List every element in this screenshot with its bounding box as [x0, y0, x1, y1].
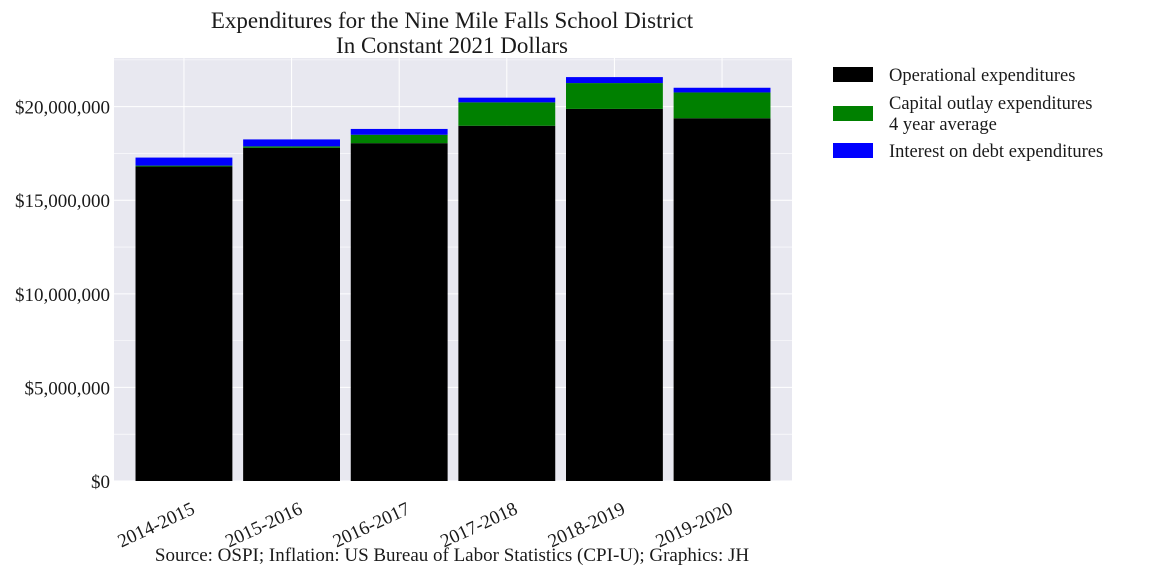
bar-segment-series-0-2015-2016: [243, 147, 340, 482]
source-note: Source: OSPI; Inflation: US Bureau of La…: [155, 545, 749, 566]
legend-label: Interest on debt expenditures: [889, 142, 1103, 162]
bar-segment-series-2-2019-2020: [673, 87, 771, 93]
bar-segment-series-2-2016-2017: [350, 128, 448, 135]
bar-segment-series-1-2014-2015: [135, 165, 233, 167]
chart-title-line-1: Expenditures for the Nine Mile Falls Sch…: [211, 8, 694, 33]
y-tick-label: $15,000,000: [15, 191, 110, 212]
bar-segment-series-2-2015-2016: [243, 139, 340, 147]
legend-swatch: [833, 106, 873, 121]
bar-segment-series-0-2018-2019: [566, 108, 663, 482]
legend-swatch: [833, 67, 873, 82]
bars: [135, 77, 771, 482]
bar-segment-series-1-2015-2016: [243, 146, 340, 148]
y-tick-label: $0: [91, 472, 110, 493]
bar-segment-series-2-2017-2018: [458, 97, 556, 103]
legend: Operational expenditures Capital outlay e…: [833, 66, 1103, 162]
bar-segment-series-1-2017-2018: [458, 102, 556, 126]
legend-swatch: [833, 143, 873, 158]
y-tick-label: $20,000,000: [15, 98, 110, 119]
bar-segment-series-1-2019-2020: [673, 92, 771, 119]
y-tick-label: $5,000,000: [25, 378, 111, 399]
bar-segment-series-2-2014-2015: [135, 157, 233, 166]
bar-segment-series-2-2018-2019: [566, 77, 663, 84]
bar-segment-series-0-2014-2015: [135, 166, 233, 481]
y-axis-tick-labels: $0 $5,000,000 $10,000,000 $15,000,000 $20,00…: [15, 98, 110, 493]
y-tick-label: $10,000,000: [15, 285, 110, 306]
bar-segment-series-1-2016-2017: [350, 134, 448, 144]
bar-segment-series-0-2019-2020: [673, 118, 771, 482]
bar-segment-series-1-2018-2019: [566, 83, 663, 109]
bar-segment-series-0-2017-2018: [458, 125, 556, 481]
legend-label: 4 year average: [889, 115, 997, 135]
bar-segment-series-0-2016-2017: [350, 143, 448, 481]
legend-label: Capital outlay expenditures: [889, 94, 1092, 114]
chart-title-line-2: In Constant 2021 Dollars: [336, 33, 568, 58]
legend-label: Operational expenditures: [889, 66, 1075, 86]
